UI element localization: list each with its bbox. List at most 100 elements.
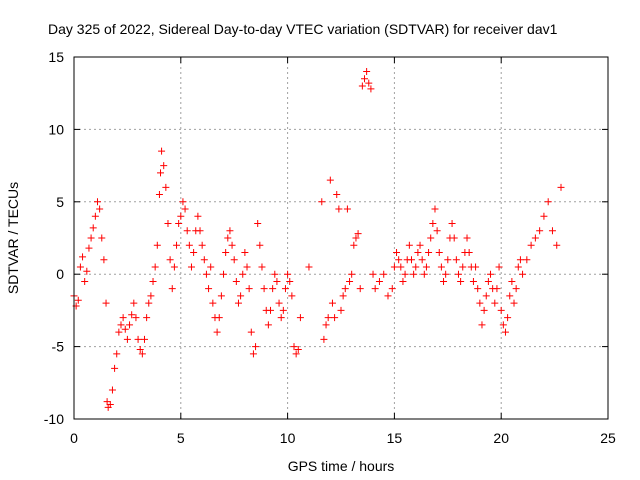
- data-point: [487, 270, 495, 278]
- data-point: [420, 270, 428, 278]
- data-point: [145, 299, 153, 307]
- data-point: [187, 263, 195, 271]
- x-axis-title: GPS time / hours: [288, 458, 395, 474]
- y-tick-label: 10: [48, 121, 64, 137]
- data-point: [324, 314, 332, 322]
- data-point: [79, 253, 87, 261]
- data-point: [181, 205, 189, 213]
- data-point: [140, 335, 148, 343]
- data-point: [155, 191, 163, 199]
- data-point: [226, 227, 234, 235]
- data-point: [281, 285, 289, 293]
- data-point: [512, 285, 520, 293]
- data-point: [431, 205, 439, 213]
- data-point: [179, 198, 187, 206]
- x-tick-label: 10: [280, 430, 296, 446]
- data-point: [168, 285, 176, 293]
- data-point: [557, 183, 565, 191]
- data-point: [252, 343, 260, 351]
- data-point: [508, 277, 516, 285]
- data-point: [220, 270, 228, 278]
- data-point: [205, 285, 213, 293]
- data-point: [111, 364, 119, 372]
- data-point: [407, 256, 415, 264]
- data-point: [288, 292, 296, 300]
- data-point: [183, 227, 191, 235]
- data-point: [544, 198, 552, 206]
- data-point: [264, 321, 272, 329]
- data-point: [196, 227, 204, 235]
- data-point: [484, 277, 492, 285]
- data-point: [277, 314, 285, 322]
- data-point: [305, 263, 313, 271]
- data-point: [243, 263, 251, 271]
- data-point: [103, 398, 111, 406]
- data-point: [269, 285, 277, 293]
- data-point: [399, 277, 407, 285]
- data-point: [254, 220, 262, 228]
- data-point: [478, 321, 486, 329]
- data-point: [136, 345, 144, 353]
- data-point: [290, 343, 298, 351]
- data-point: [198, 241, 206, 249]
- data-point: [177, 212, 185, 220]
- x-tick-label: 15: [387, 430, 403, 446]
- data-point: [296, 314, 304, 322]
- data-point: [160, 162, 168, 170]
- x-tick-label: 25: [600, 430, 616, 446]
- data-point: [465, 248, 473, 256]
- data-point: [328, 299, 336, 307]
- data-point: [422, 263, 430, 271]
- data-point: [284, 270, 292, 278]
- data-point: [232, 277, 240, 285]
- data-point: [194, 212, 202, 220]
- data-point: [126, 321, 134, 329]
- data-point: [358, 82, 366, 90]
- data-point: [286, 277, 294, 285]
- data-point: [393, 248, 401, 256]
- data-point: [448, 220, 456, 228]
- data-point: [245, 285, 253, 293]
- data-point: [514, 263, 522, 271]
- data-point: [380, 270, 388, 278]
- data-point: [371, 285, 379, 293]
- data-point: [217, 292, 225, 300]
- data-point: [93, 198, 101, 206]
- data-point: [258, 263, 266, 271]
- data-point: [452, 256, 460, 264]
- data-point: [429, 220, 437, 228]
- data-point: [331, 314, 339, 322]
- data-point: [249, 350, 257, 358]
- y-tick-label: 0: [56, 266, 64, 282]
- data-point: [322, 321, 330, 329]
- data-point: [435, 248, 443, 256]
- data-point: [271, 270, 279, 278]
- data-point: [367, 85, 375, 93]
- data-point: [138, 350, 146, 358]
- data-point: [384, 292, 392, 300]
- data-point: [405, 241, 413, 249]
- data-point: [273, 277, 281, 285]
- data-point: [207, 263, 215, 271]
- data-point: [356, 285, 364, 293]
- data-point: [256, 241, 264, 249]
- points-layer: [70, 67, 565, 411]
- data-point: [395, 256, 403, 264]
- data-point: [102, 299, 110, 307]
- data-point: [352, 234, 360, 242]
- data-point: [390, 263, 398, 271]
- data-point: [151, 263, 159, 271]
- data-point: [237, 292, 245, 300]
- data-point: [354, 230, 362, 238]
- data-point: [121, 325, 129, 333]
- data-point: [318, 198, 326, 206]
- x-tick-label: 0: [70, 430, 78, 446]
- data-point: [401, 270, 409, 278]
- data-point: [360, 75, 368, 83]
- data-point: [123, 335, 131, 343]
- y-tick-label: -5: [52, 339, 65, 355]
- data-point: [476, 299, 484, 307]
- data-point: [440, 277, 448, 285]
- data-point: [106, 401, 114, 409]
- data-point: [260, 285, 268, 293]
